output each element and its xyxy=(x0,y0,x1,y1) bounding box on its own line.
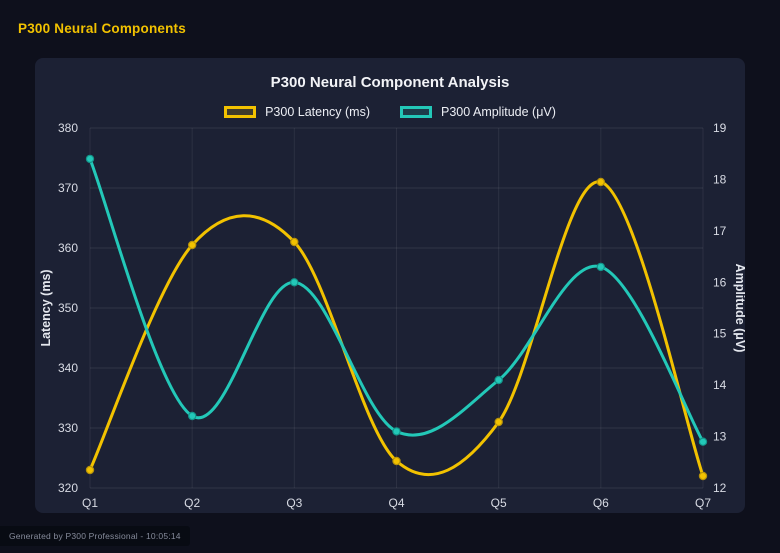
data-point[interactable] xyxy=(596,177,606,187)
legend-label: P300 Amplitude (μV) xyxy=(441,105,556,119)
right-axis-tick: 15 xyxy=(713,327,727,341)
x-axis-tick: Q5 xyxy=(491,496,507,510)
right-axis-tick: 16 xyxy=(713,275,727,289)
x-axis-tick: Q1 xyxy=(82,496,98,510)
right-axis-tick: 19 xyxy=(713,122,727,135)
x-axis-tick: Q7 xyxy=(695,496,711,510)
data-point[interactable] xyxy=(187,240,197,250)
data-point[interactable] xyxy=(392,427,401,436)
data-point[interactable] xyxy=(187,411,197,421)
x-axis-tick: Q6 xyxy=(593,496,609,510)
left-axis-tick: 340 xyxy=(58,361,78,375)
right-axis-tick: 13 xyxy=(713,430,727,444)
chart-title: P300 Neural Component Analysis xyxy=(270,74,510,91)
data-point[interactable] xyxy=(494,417,503,427)
line-chart[interactable]: 320 330 340 350 360 370 380 12 13 14 15 16 17 18 19 Q1 Q… xyxy=(35,122,745,511)
watermark: Generated by P300 Professional - 10:05:1… xyxy=(0,526,190,546)
left-axis-tick: 370 xyxy=(58,181,78,195)
data-point[interactable] xyxy=(290,278,299,287)
x-axis-tick: Q4 xyxy=(388,496,404,510)
page-title: P300 Neural Components xyxy=(18,21,186,36)
x-axis-tick: Q3 xyxy=(286,496,302,510)
right-axis-tick: 14 xyxy=(713,378,727,392)
legend-swatch xyxy=(224,106,257,118)
chart-card: P300 Neural Component Analysis P300 Late… xyxy=(35,58,745,513)
plot-area: 320 330 340 350 360 370 380 12 13 14 15 16 17 18 19 Q1 Q… xyxy=(58,122,727,510)
gridlines xyxy=(89,127,704,489)
data-point[interactable] xyxy=(392,456,401,466)
series-2 xyxy=(85,154,708,446)
left-axis-tick: 350 xyxy=(58,301,78,315)
legend-swatch xyxy=(400,106,432,118)
right-axis-tick: 12 xyxy=(713,481,727,495)
right-axis-tick: 17 xyxy=(713,224,727,238)
data-point[interactable] xyxy=(85,465,95,475)
chart-legend: P300 Latency (ms) P300 Amplitude (μV) xyxy=(224,102,556,122)
data-point[interactable] xyxy=(698,471,708,481)
legend-label: P300 Latency (ms) xyxy=(265,105,370,119)
left-axis-tick: 320 xyxy=(58,481,78,495)
axis-tick-labels: 320 330 340 350 360 370 380 12 13 14 15 16 17 18 19 Q1 Q… xyxy=(58,122,727,510)
left-axis-tick: 360 xyxy=(58,241,78,255)
left-axis-tick: 380 xyxy=(58,122,78,135)
right-axis-tick: 18 xyxy=(713,172,727,186)
series-1 xyxy=(85,177,708,481)
legend-item-2[interactable]: P300 Amplitude (μV) xyxy=(400,105,556,119)
right-axis-title: Amplitude (μV) xyxy=(733,264,745,353)
left-axis-title: Latency (ms) xyxy=(39,269,53,346)
data-point[interactable] xyxy=(698,437,708,446)
left-axis-tick: 330 xyxy=(58,421,78,435)
data-point[interactable] xyxy=(85,154,95,164)
data-point[interactable] xyxy=(290,237,299,247)
x-axis-tick: Q2 xyxy=(184,496,200,510)
data-point[interactable] xyxy=(494,375,503,385)
data-point[interactable] xyxy=(596,262,606,272)
legend-item-1[interactable]: P300 Latency (ms) xyxy=(224,105,370,119)
